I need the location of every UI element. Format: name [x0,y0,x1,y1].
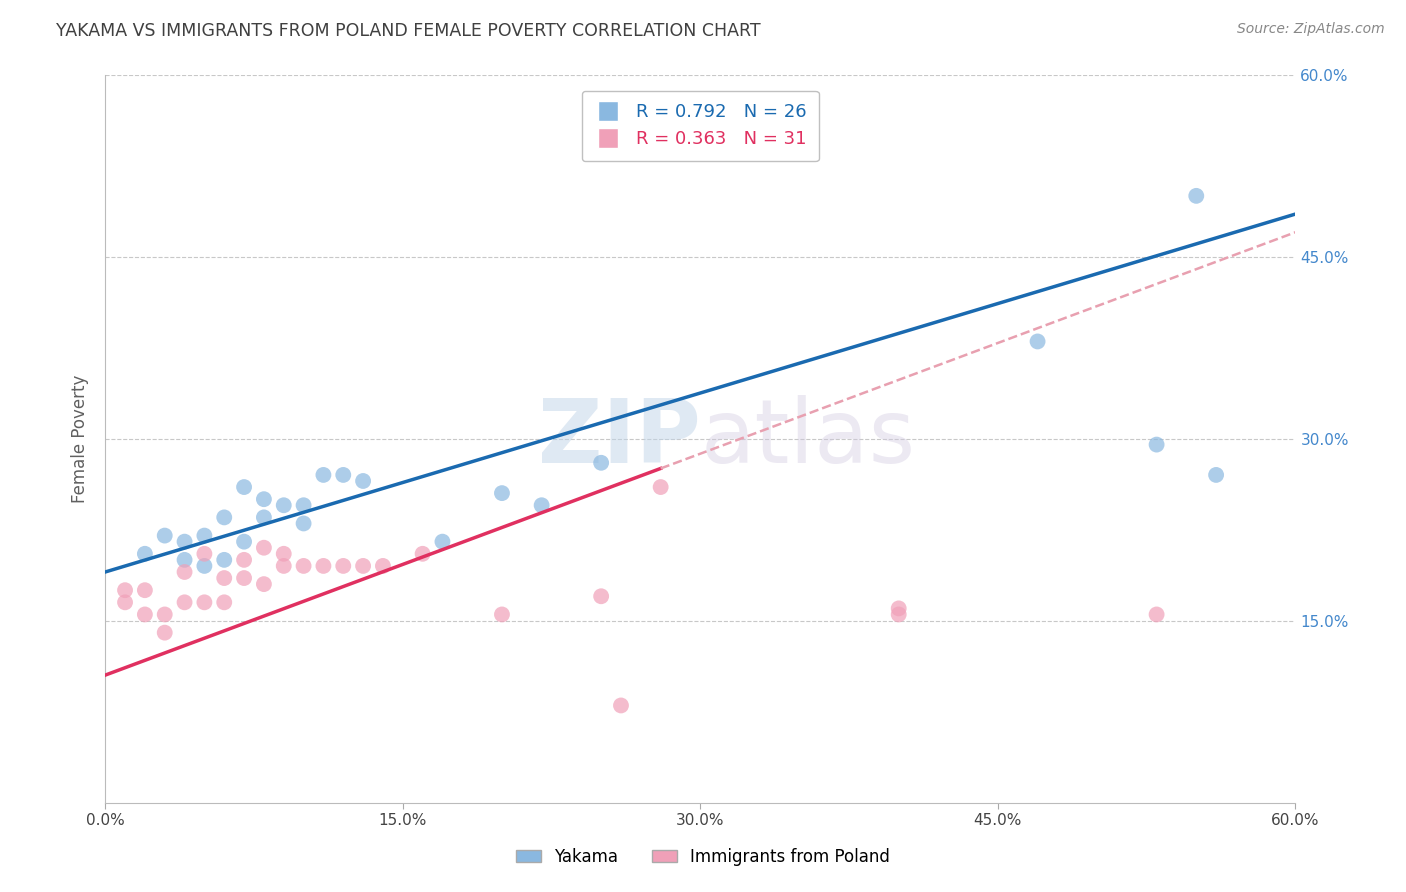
Point [134,583,156,598]
Point [412,547,434,561]
Point [212,571,235,585]
Legend: R = 0.792   N = 26, R = 0.363   N = 31: R = 0.792 N = 26, R = 0.363 N = 31 [582,91,820,161]
Point [1146,607,1168,622]
Point [530,498,553,512]
Point [1026,334,1049,349]
Point [134,607,156,622]
Point [352,558,374,573]
Point [173,553,195,567]
Point [610,698,633,713]
Point [114,595,136,609]
Point [153,607,176,622]
Point [887,601,910,615]
Point [233,480,256,494]
Point [332,467,354,482]
Point [253,577,276,591]
Text: YAKAMA VS IMMIGRANTS FROM POLAND FEMALE POVERTY CORRELATION CHART: YAKAMA VS IMMIGRANTS FROM POLAND FEMALE … [56,22,761,40]
Point [253,492,276,507]
Point [312,467,335,482]
Point [153,528,176,542]
Point [173,595,195,609]
Point [253,541,276,555]
Point [292,516,315,531]
Point [273,498,295,512]
Point [273,558,295,573]
Point [887,607,910,622]
Point [491,486,513,500]
Point [233,553,256,567]
Point [193,528,215,542]
Point [253,510,276,524]
Point [332,558,354,573]
Text: atlas: atlas [700,395,915,482]
Point [233,571,256,585]
Point [212,553,235,567]
Point [114,583,136,598]
Point [1205,467,1227,482]
Point [371,558,394,573]
Point [352,474,374,488]
Point [273,547,295,561]
Point [173,534,195,549]
Point [292,558,315,573]
Point [1146,437,1168,451]
Point [153,625,176,640]
Point [491,607,513,622]
Text: Source: ZipAtlas.com: Source: ZipAtlas.com [1237,22,1385,37]
Point [193,558,215,573]
Point [212,595,235,609]
Point [1185,189,1208,203]
Point [650,480,672,494]
Point [233,534,256,549]
Point [292,498,315,512]
Text: ZIP: ZIP [537,395,700,482]
Point [134,547,156,561]
Point [312,558,335,573]
Y-axis label: Female Poverty: Female Poverty [72,375,89,503]
Point [591,456,613,470]
Point [193,547,215,561]
Point [173,565,195,579]
Point [432,534,454,549]
Point [193,595,215,609]
Point [212,510,235,524]
Legend: Yakama, Immigrants from Poland: Yakama, Immigrants from Poland [503,835,903,880]
Point [591,589,613,603]
